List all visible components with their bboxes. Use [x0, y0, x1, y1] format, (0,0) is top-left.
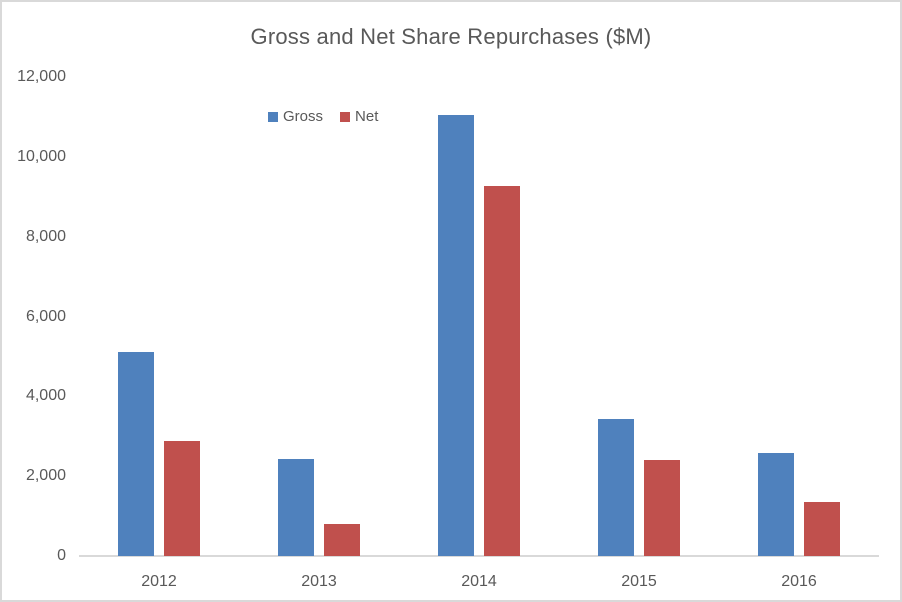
- bar-gross-2015: [598, 419, 634, 556]
- y-axis-tick-label: 4,000: [25, 387, 66, 405]
- x-axis-line: [79, 555, 879, 557]
- y-axis-tick-label: 2,000: [25, 467, 66, 485]
- x-axis-tick-label: 2012: [141, 573, 177, 590]
- legend-swatch-icon: [340, 111, 351, 122]
- bar-gross-2013: [278, 459, 314, 556]
- x-axis-tick-label: 2014: [461, 573, 497, 590]
- legend-item-gross: Gross: [268, 109, 323, 124]
- y-axis-tick-label: 12,000: [17, 68, 66, 85]
- bar-net-2016: [804, 502, 840, 556]
- bar-gross-2012: [118, 352, 154, 556]
- legend-label: Net: [355, 108, 379, 125]
- bar-net-2013: [324, 524, 360, 556]
- x-axis-tick-label: 2016: [781, 573, 817, 590]
- y-axis-tick-label: 6,000: [25, 307, 66, 325]
- legend-item-net: Net: [340, 109, 378, 124]
- y-axis-tick-label: 0: [57, 547, 66, 564]
- legend: Gross Net: [268, 109, 378, 124]
- chart-title: Gross and Net Share Repurchases ($M): [250, 24, 652, 49]
- legend-label: Gross: [283, 108, 324, 125]
- x-axis-tick-label: 2013: [301, 573, 337, 590]
- y-axis-tick-label: 10,000: [17, 147, 66, 165]
- legend-swatch-icon: [268, 111, 278, 122]
- bar-net-2012: [164, 441, 200, 556]
- x-axis-tick-label: 2015: [621, 573, 657, 590]
- bar-net-2014: [484, 185, 520, 556]
- bar-gross-2016: [758, 452, 794, 556]
- plot-area: [79, 77, 879, 557]
- bar-net-2015: [644, 460, 680, 556]
- bar-gross-2014: [438, 114, 474, 556]
- y-axis-tick-label: 8,000: [25, 227, 66, 245]
